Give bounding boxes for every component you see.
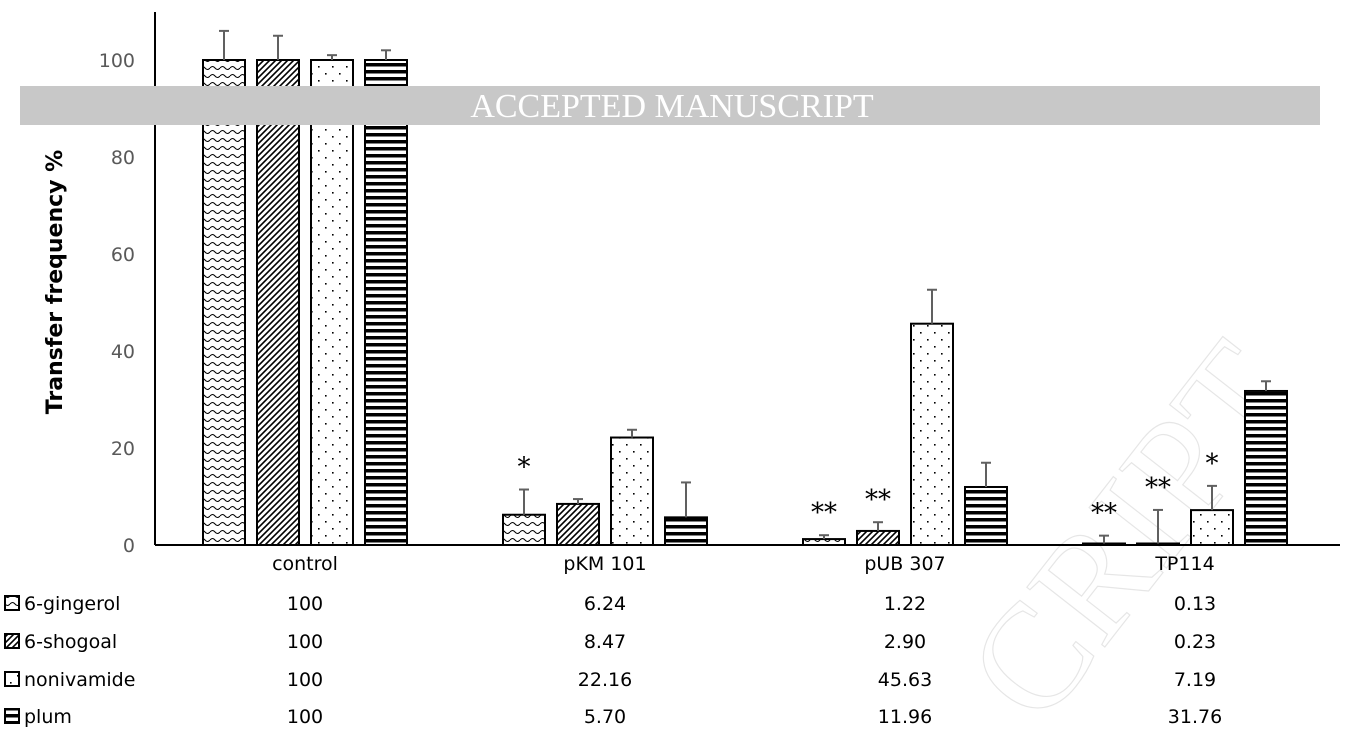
table-cell: 100 (287, 669, 323, 691)
table-cell: 0.13 (1174, 593, 1216, 615)
table-cell: 31.76 (1168, 706, 1222, 728)
significance-mark: * (518, 453, 531, 483)
bar-nonivamide-TP114 (1190, 509, 1234, 547)
y-tick-label: 40 (111, 341, 135, 363)
y-tick-label: 60 (111, 244, 135, 266)
bar-6-gingerol-pKM-101 (502, 513, 546, 547)
significance-mark: ** (811, 498, 837, 528)
legend-label: nonivamide (24, 669, 135, 691)
accepted-manuscript-banner (20, 86, 1320, 125)
y-tick-label: 100 (99, 50, 135, 72)
legend-swatch-6-gingerol (4, 595, 20, 611)
table-cell: 100 (287, 593, 323, 615)
bar-plum-pKM-101 (664, 516, 708, 546)
category-label: control (272, 553, 338, 575)
significance-mark: ** (1091, 499, 1117, 529)
legend-swatch-nonivamide (4, 671, 20, 687)
significance-mark: ** (865, 485, 891, 515)
category-label: TP114 (1154, 553, 1214, 575)
bar-nonivamide-pKM-101 (610, 436, 654, 546)
category-label: pUB 307 (864, 553, 945, 575)
table-cell: 2.90 (884, 631, 926, 653)
table-cell: 0.23 (1174, 631, 1216, 653)
bar-plum-pUB-307 (964, 485, 1008, 546)
table-cell: 100 (287, 631, 323, 653)
significance-marks: *** ** ***** (518, 449, 1219, 529)
significance-mark: ** (1145, 473, 1171, 503)
bar-nonivamide-pUB-307 (910, 322, 954, 546)
legend-swatch-6-shogoal (4, 633, 20, 649)
legend-label: plum (24, 706, 72, 728)
bar-nonivamide-control (310, 59, 354, 546)
bar-plum-TP114 (1244, 389, 1288, 546)
table-cell: 1.22 (884, 593, 926, 615)
bar-6-shogoal-control (256, 59, 300, 546)
significance-mark: * (1206, 449, 1219, 479)
y-tick-label: 0 (123, 535, 135, 557)
bar-6-shogoal-pUB-307 (856, 529, 900, 546)
table-cell: 8.47 (584, 631, 626, 653)
error-bars (219, 29, 1271, 544)
bar-plum-control (364, 59, 408, 546)
table-cell: 22.16 (578, 669, 632, 691)
legend-label: 6-shogoal (24, 631, 117, 653)
table-cell: 6.24 (584, 593, 626, 615)
bar-6-gingerol-control (202, 59, 246, 546)
bar-6-shogoal-pKM-101 (556, 502, 600, 546)
bars (202, 59, 1288, 547)
y-tick-label: 20 (111, 438, 135, 460)
data-table: 6-gingerol 100 6.24 1.22 0.13 6-shogoal 100 8.4… (4, 593, 1222, 728)
legend-label: 6-gingerol (24, 593, 120, 615)
category-label: pKM 101 (563, 553, 646, 575)
y-tick-label: 80 (111, 147, 135, 169)
table-cell: 45.63 (878, 669, 932, 691)
category-labels: control pKM 101 pUB 307 TP114 (272, 553, 1215, 575)
banner-text: ACCEPTED MANUSCRIPT (470, 88, 874, 125)
y-axis-title: Transfer frequency % (43, 150, 68, 414)
table-cell: 11.96 (878, 706, 932, 728)
table-cell: 7.19 (1174, 669, 1216, 691)
legend-swatch-plum (4, 708, 20, 724)
table-cell: 5.70 (584, 706, 626, 728)
table-cell: 100 (287, 706, 323, 728)
y-axis-ticks: 0 20 40 60 80 100 (99, 50, 135, 557)
